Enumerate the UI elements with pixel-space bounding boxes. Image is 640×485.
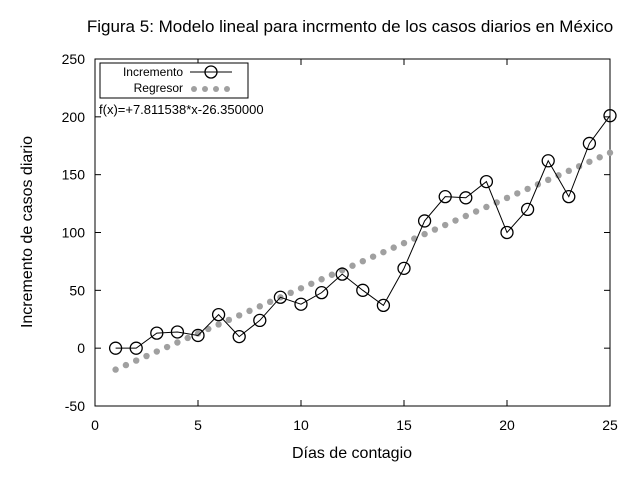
x-axis-label: Días de contagio	[292, 445, 412, 462]
chart-title: Figura 5: Modelo lineal para incrmento d…	[87, 17, 613, 36]
legend-label-incremento: Incremento	[123, 65, 183, 79]
incremento-point	[417, 214, 432, 228]
regression-point	[606, 149, 614, 156]
regression-point	[514, 190, 521, 197]
incremento-point	[273, 290, 288, 304]
regression-point	[246, 307, 253, 315]
regression-point	[545, 176, 552, 184]
x-tick-label: 10	[293, 417, 309, 433]
regression-point	[586, 158, 593, 165]
regression-point	[483, 203, 490, 211]
regression-point	[225, 316, 233, 324]
incremento-point	[108, 341, 123, 355]
regression-point	[184, 334, 191, 342]
y-tick-label: 50	[69, 282, 85, 298]
incremento-point	[335, 267, 349, 281]
x-tick-label: 15	[396, 417, 412, 433]
regression-point	[555, 172, 562, 179]
incremento-point	[253, 313, 267, 328]
y-tick-label: 150	[62, 167, 86, 183]
incremento-line	[115, 115, 611, 349]
incremento-point	[520, 202, 535, 217]
regression-point	[431, 226, 439, 233]
regression-point	[400, 239, 408, 247]
incremento-point	[603, 109, 617, 123]
incremento-point	[562, 189, 576, 204]
regression-point	[143, 352, 150, 360]
regression-point	[328, 271, 336, 278]
regression-point	[503, 194, 511, 202]
regression-point	[462, 212, 469, 220]
legend-dot	[191, 86, 197, 92]
incremento-point	[314, 285, 329, 300]
incremento-point	[191, 328, 205, 343]
regression-point	[287, 289, 294, 297]
regression-point	[421, 230, 428, 238]
incremento-point	[500, 225, 514, 240]
incremento-point	[541, 154, 555, 168]
regression-point	[442, 221, 449, 229]
incremento-point	[170, 325, 185, 339]
regression-point	[174, 339, 181, 346]
incremento-point	[232, 329, 246, 344]
regression-point	[452, 217, 459, 224]
regression-point	[390, 244, 397, 251]
incremento-point	[376, 298, 391, 313]
regression-annotation: f(x)=+7.811538*x-26.350000	[99, 102, 264, 117]
y-tick-label: 100	[62, 225, 86, 241]
y-tick-label: 200	[62, 109, 86, 125]
regression-point	[133, 357, 140, 364]
incremento-point	[150, 326, 164, 340]
regression-point	[472, 208, 480, 215]
x-tick-label: 5	[194, 417, 202, 433]
regression-point	[256, 303, 263, 310]
legend-dot	[224, 86, 230, 92]
x-tick-label: 25	[602, 417, 618, 433]
incremento-point	[459, 191, 473, 205]
incremento-point	[438, 189, 452, 204]
regression-point	[112, 366, 119, 373]
y-tick-label: -50	[65, 398, 85, 414]
y-tick-label: 250	[62, 51, 86, 67]
legend-dot	[202, 86, 208, 92]
incremento-point	[479, 174, 494, 189]
regression-point	[236, 312, 243, 319]
regression-point	[359, 257, 366, 265]
regression-point	[163, 343, 171, 351]
incremento-point	[397, 261, 411, 276]
regression-point	[349, 262, 356, 269]
y-tick-label: 0	[77, 340, 85, 356]
regression-point	[215, 321, 222, 328]
regression-point	[266, 298, 274, 306]
regression-point	[297, 285, 305, 292]
legend-label-regresor: Regresor	[134, 81, 183, 95]
regression-point	[122, 361, 130, 369]
legend-marker-incremento	[204, 65, 218, 79]
y-axis-label: Incremento de casos diario	[19, 136, 36, 328]
incremento-point	[356, 283, 370, 297]
legend: Incremento Regresor	[99, 62, 249, 99]
regression-point	[565, 167, 572, 175]
regression-point	[153, 348, 160, 355]
regression-point	[369, 253, 377, 260]
incremento-point	[211, 307, 226, 322]
regression-point	[524, 185, 531, 193]
legend-marker-regresor	[191, 86, 230, 92]
x-tick-label: 20	[499, 417, 515, 433]
x-tick-label: 0	[91, 417, 99, 433]
incremento-point	[129, 341, 143, 355]
regression-point	[380, 248, 387, 256]
regression-point	[318, 276, 325, 283]
incremento-point	[582, 136, 597, 151]
incremento-point	[294, 297, 308, 311]
legend-dot	[213, 86, 219, 92]
regression-point	[596, 154, 603, 161]
regression-point	[308, 280, 315, 287]
